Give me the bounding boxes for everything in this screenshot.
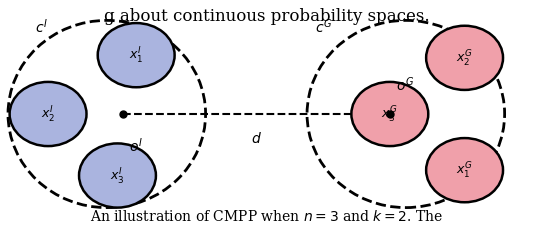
Text: $x_2^I$: $x_2^I$ [41, 104, 55, 125]
Text: $x_1^G$: $x_1^G$ [456, 160, 473, 180]
Ellipse shape [10, 82, 87, 147]
Text: $c^G$: $c^G$ [315, 17, 333, 36]
Text: $x_1^I$: $x_1^I$ [129, 46, 144, 66]
Ellipse shape [98, 24, 175, 88]
Ellipse shape [426, 27, 503, 90]
Text: $x_3^I$: $x_3^I$ [110, 166, 125, 186]
Ellipse shape [426, 139, 503, 202]
Text: $o^G$: $o^G$ [396, 75, 414, 93]
Text: $d$: $d$ [251, 131, 262, 145]
Text: An illustration of CMPP when $n = 3$ and $k = 2$. The: An illustration of CMPP when $n = 3$ and… [90, 208, 444, 223]
Text: $o^I$: $o^I$ [129, 136, 143, 154]
Text: $x_2^G$: $x_2^G$ [456, 49, 473, 69]
Text: g about continuous probability spaces.: g about continuous probability spaces. [104, 8, 430, 25]
Text: $c^I$: $c^I$ [35, 17, 48, 36]
Text: $x_3^G$: $x_3^G$ [381, 104, 398, 125]
Ellipse shape [79, 144, 156, 208]
Ellipse shape [351, 82, 428, 147]
